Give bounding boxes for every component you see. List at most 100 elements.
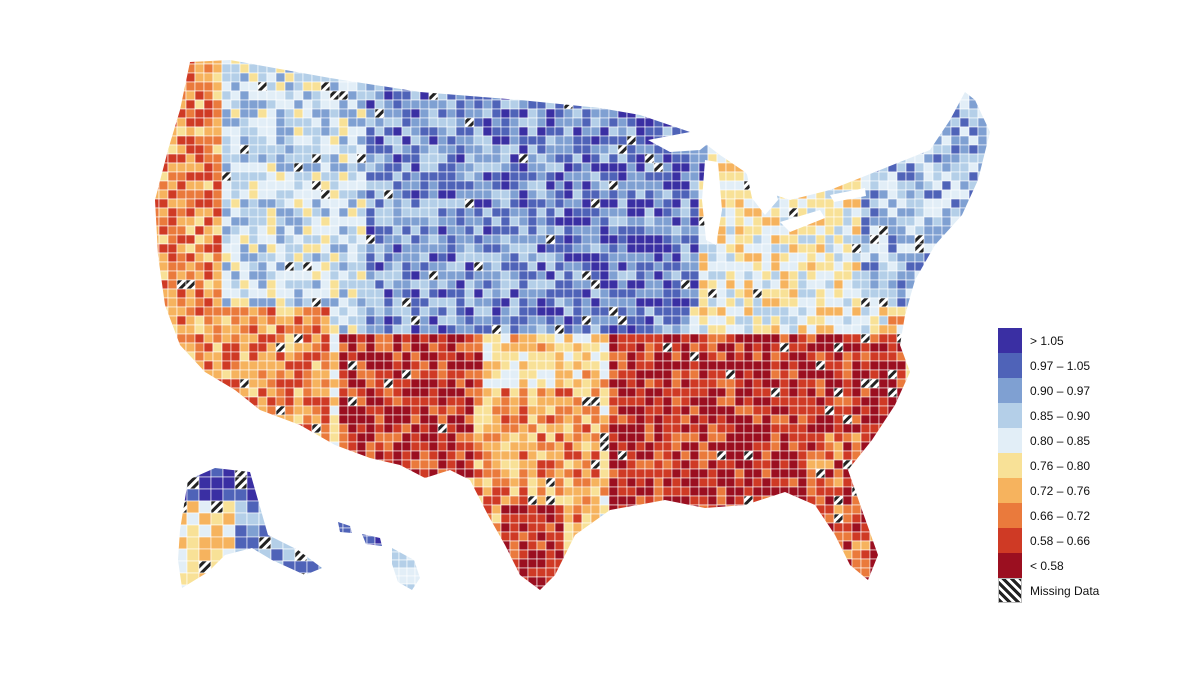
county-cell: [617, 90, 628, 101]
county-cell: [203, 72, 214, 83]
county-cell: [437, 135, 448, 146]
county-cell: [959, 414, 970, 425]
county-cell: [428, 207, 439, 218]
county-cell: [284, 342, 295, 353]
county-cell: [977, 459, 988, 470]
county-cell: [590, 342, 601, 353]
county-cell: [599, 513, 610, 524]
county-cell: [446, 324, 457, 335]
county-cell: [473, 324, 484, 335]
county-cell: [221, 342, 232, 353]
county-cell: [248, 333, 259, 344]
county-cell: [329, 486, 340, 497]
county-cell: [536, 90, 547, 101]
county-cell: [203, 369, 214, 380]
county-cell: [500, 504, 511, 515]
county-cell: [176, 279, 187, 290]
county-cell: [176, 252, 187, 263]
county-cell: [914, 297, 925, 308]
county-cell: [410, 468, 421, 479]
county-cell: [428, 432, 439, 443]
county-cell: [545, 270, 556, 281]
county-cell: [410, 90, 421, 101]
county-cell: [626, 450, 637, 461]
county-cell: [671, 315, 682, 326]
county-cell: [959, 279, 970, 290]
county-cell: [194, 396, 205, 407]
county-cell: [455, 144, 466, 155]
county-cell: [977, 243, 988, 254]
county-cell: [698, 459, 709, 470]
county-cell: [671, 432, 682, 443]
county-cell: [581, 396, 592, 407]
county-cell: [923, 216, 934, 227]
county-cell: [698, 90, 709, 101]
county-cell: [347, 171, 358, 182]
county-cell: [482, 396, 493, 407]
county-cell: [797, 63, 808, 74]
county-cell: [923, 369, 934, 380]
county-cell: [383, 306, 394, 317]
county-cell: [887, 60, 898, 65]
county-cell: [941, 108, 952, 119]
county-cell: [617, 108, 628, 119]
county-cell: [878, 198, 889, 209]
county-cell: [986, 72, 990, 83]
county-cell: [455, 504, 466, 515]
county-cell: [977, 144, 988, 155]
county-cell: [824, 261, 835, 272]
county-cell: [815, 135, 826, 146]
county-cell: [635, 60, 646, 65]
county-cell: [662, 450, 673, 461]
county-cell: [680, 324, 691, 335]
county-cell: [932, 477, 943, 488]
county-cell: [338, 441, 349, 452]
county-cell: [635, 315, 646, 326]
county-cell: [716, 234, 727, 245]
county-cell: [725, 81, 736, 92]
county-cell: [860, 414, 871, 425]
county-cell: [491, 423, 502, 434]
county-cell: [455, 252, 466, 263]
county-cell: [464, 405, 475, 416]
county-cell: [671, 324, 682, 335]
county-cell: [842, 117, 853, 128]
county-cell: [608, 450, 619, 461]
county-cell: [293, 450, 304, 461]
county-cell: [347, 81, 358, 92]
county-cell: [734, 189, 745, 200]
county-cell: [860, 324, 871, 335]
county-cell: [446, 279, 457, 290]
county-cell: [383, 261, 394, 272]
county-cell: [473, 396, 484, 407]
county-cell: [563, 162, 574, 173]
county-cell: [284, 450, 295, 461]
county-cell: [293, 297, 304, 308]
county-cell: [536, 180, 547, 191]
county-cell: [779, 432, 790, 443]
county-cell: [707, 441, 718, 452]
county-cell: [815, 225, 826, 236]
county-cell: [599, 504, 610, 515]
county-cell: [734, 153, 745, 164]
county-cell: [950, 135, 961, 146]
county-cell: [464, 216, 475, 227]
county-cell: [365, 90, 376, 101]
county-cell: [257, 99, 268, 110]
county-cell: [176, 423, 187, 434]
county-cell: [932, 450, 943, 461]
county-cell: [158, 360, 169, 371]
county-cell: [743, 414, 754, 425]
county-cell: [311, 135, 322, 146]
county-cell: [464, 279, 475, 290]
county-cell: [176, 144, 187, 155]
county-cell: [311, 108, 322, 119]
county-cell: [806, 225, 817, 236]
county-cell: [941, 207, 952, 218]
county-cell: [491, 81, 502, 92]
county-cell: [329, 63, 340, 74]
county-cell: [167, 468, 178, 479]
county-cell: [788, 414, 799, 425]
county-cell: [545, 468, 556, 479]
county-cell: [680, 198, 691, 209]
